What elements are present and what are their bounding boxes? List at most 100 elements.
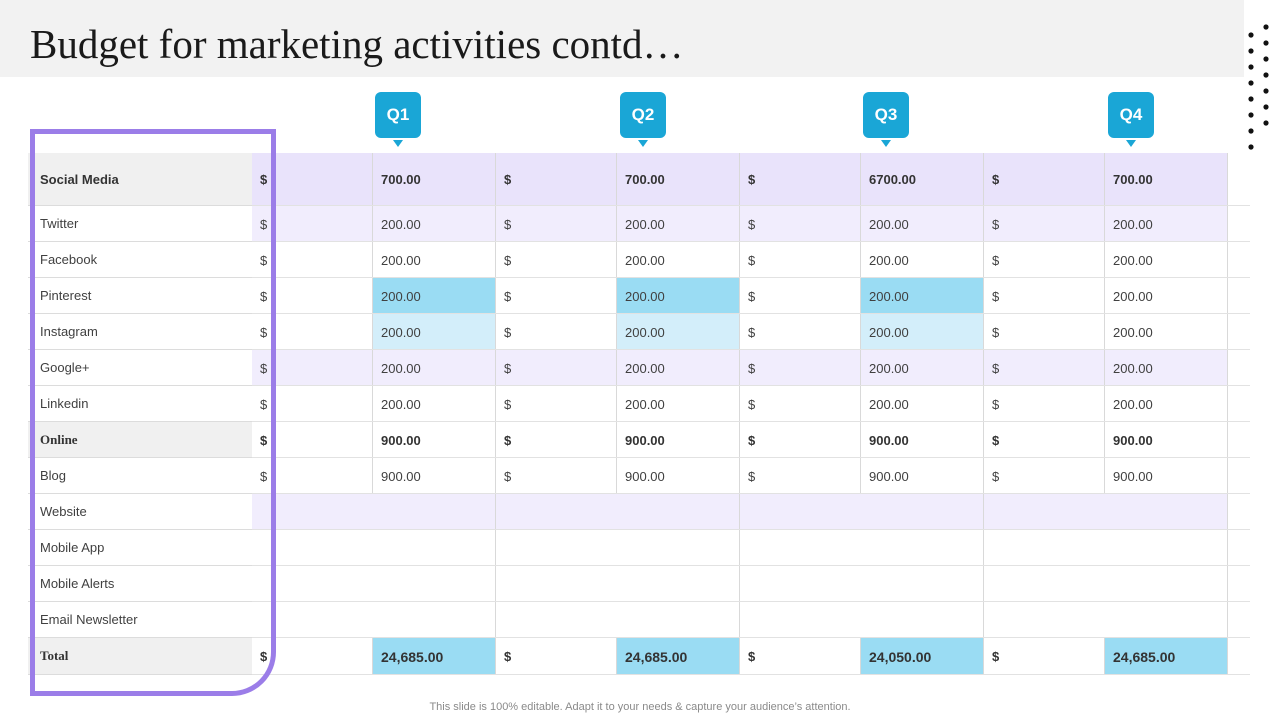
value-cell-q3: 200.00 (861, 278, 984, 314)
title-band (0, 0, 1244, 77)
value-cell-q4: 900.00 (1105, 458, 1228, 494)
table-row-linkedin: Linkedin $200.00 $200.00 $200.00 $200.00 (28, 386, 1250, 422)
row-label: Pinterest (28, 278, 275, 314)
empty-cell (252, 494, 496, 530)
currency-symbol: $ (984, 350, 1105, 386)
footer-note: This slide is 100% editable. Adapt it to… (429, 701, 851, 713)
table-row-email-newsletter: Email Newsletter (28, 602, 1250, 638)
currency-symbol: $ (496, 153, 617, 206)
value-cell-q3: 200.00 (861, 314, 984, 350)
currency-symbol: $ (252, 422, 373, 458)
currency-symbol: $ (740, 206, 861, 242)
value-cell-q2: 200.00 (617, 350, 740, 386)
empty-cell (740, 602, 984, 638)
currency-symbol: $ (740, 350, 861, 386)
empty-cell (252, 602, 496, 638)
currency-symbol: $ (252, 350, 373, 386)
quarter-pointer (638, 140, 648, 147)
currency-symbol: $ (984, 638, 1105, 675)
currency-symbol: $ (496, 206, 617, 242)
row-label: Google+ (28, 350, 275, 386)
currency-symbol: $ (252, 153, 373, 206)
value-cell-q3: 200.00 (861, 386, 984, 422)
row-label: Facebook (28, 242, 275, 278)
empty-cell (984, 494, 1228, 530)
currency-symbol: $ (984, 458, 1105, 494)
empty-cell (496, 566, 740, 602)
row-label: Linkedin (28, 386, 275, 422)
value-cell-q1: 900.00 (373, 422, 496, 458)
quarter-pointer (881, 140, 891, 147)
value-cell-q2: 24,685.00 (617, 638, 740, 675)
value-cell-q1: 200.00 (373, 278, 496, 314)
currency-symbol: $ (984, 278, 1105, 314)
table-row-total: Total $24,685.00 $24,685.00 $24,050.00 $24,6… (28, 638, 1250, 675)
empty-cell (496, 494, 740, 530)
table-row-mobile-alerts: Mobile Alerts (28, 566, 1250, 602)
value-cell-q4: 200.00 (1105, 206, 1228, 242)
currency-symbol: $ (496, 386, 617, 422)
value-cell-q4: 200.00 (1105, 242, 1228, 278)
empty-cell (740, 530, 984, 566)
value-cell-q3: 200.00 (861, 206, 984, 242)
value-cell-q2: 700.00 (617, 153, 740, 206)
currency-symbol: $ (496, 422, 617, 458)
row-label: Blog (28, 458, 275, 494)
quarter-badge-q2: Q2 (620, 92, 666, 138)
quarter-badge-q3: Q3 (863, 92, 909, 138)
currency-symbol: $ (984, 422, 1105, 458)
currency-symbol: $ (252, 242, 373, 278)
row-label: Social Media (28, 153, 275, 206)
table-row-facebook: Facebook $200.00 $200.00 $200.00 $200.00 (28, 242, 1250, 278)
table-row-online: Online $900.00 $900.00 $900.00 $900.00 (28, 422, 1250, 458)
quarter-badge-q4: Q4 (1108, 92, 1154, 138)
value-cell-q4: 200.00 (1105, 350, 1228, 386)
empty-cell (984, 602, 1228, 638)
currency-symbol: $ (496, 242, 617, 278)
currency-symbol: $ (496, 278, 617, 314)
value-cell-q1: 700.00 (373, 153, 496, 206)
table-row-blog: Blog $900.00 $900.00 $900.00 $900.00 (28, 458, 1250, 494)
value-cell-q3: 200.00 (861, 242, 984, 278)
value-cell-q4: 200.00 (1105, 278, 1228, 314)
currency-symbol: $ (496, 638, 617, 675)
currency-symbol: $ (740, 314, 861, 350)
table-row-pinterest: Pinterest $200.00 $200.00 $200.00 $200.00 (28, 278, 1250, 314)
row-label: Email Newsletter (28, 602, 275, 638)
currency-symbol: $ (252, 206, 373, 242)
row-label: Website (28, 494, 275, 530)
value-cell-q2: 900.00 (617, 422, 740, 458)
currency-symbol: $ (740, 153, 861, 206)
value-cell-q4: 200.00 (1105, 386, 1228, 422)
value-cell-q4: 200.00 (1105, 314, 1228, 350)
value-cell-q3: 900.00 (861, 458, 984, 494)
quarter-badge-q1: Q1 (375, 92, 421, 138)
value-cell-q2: 200.00 (617, 242, 740, 278)
value-cell-q2: 200.00 (617, 206, 740, 242)
currency-symbol: $ (496, 350, 617, 386)
empty-cell (252, 566, 496, 602)
table-row-google-: Google+ $200.00 $200.00 $200.00 $200.00 (28, 350, 1250, 386)
value-cell-q1: 200.00 (373, 350, 496, 386)
currency-symbol: $ (740, 638, 861, 675)
empty-cell (984, 530, 1228, 566)
value-cell-q3: 24,050.00 (861, 638, 984, 675)
slide-title: Budget for marketing activities contd… (30, 21, 684, 67)
row-label: Mobile App (28, 530, 275, 566)
currency-symbol: $ (496, 314, 617, 350)
currency-symbol: $ (740, 386, 861, 422)
decorative-dots (1248, 24, 1269, 150)
currency-symbol: $ (252, 458, 373, 494)
row-label: Twitter (28, 206, 275, 242)
row-label: Online (28, 422, 275, 458)
currency-symbol: $ (984, 206, 1105, 242)
quarter-pointer (1126, 140, 1136, 147)
value-cell-q3: 200.00 (861, 350, 984, 386)
value-cell-q2: 200.00 (617, 314, 740, 350)
empty-cell (252, 530, 496, 566)
value-cell-q4: 900.00 (1105, 422, 1228, 458)
currency-symbol: $ (984, 153, 1105, 206)
empty-cell (496, 530, 740, 566)
table-row-mobile-app: Mobile App (28, 530, 1250, 566)
currency-symbol: $ (984, 386, 1105, 422)
